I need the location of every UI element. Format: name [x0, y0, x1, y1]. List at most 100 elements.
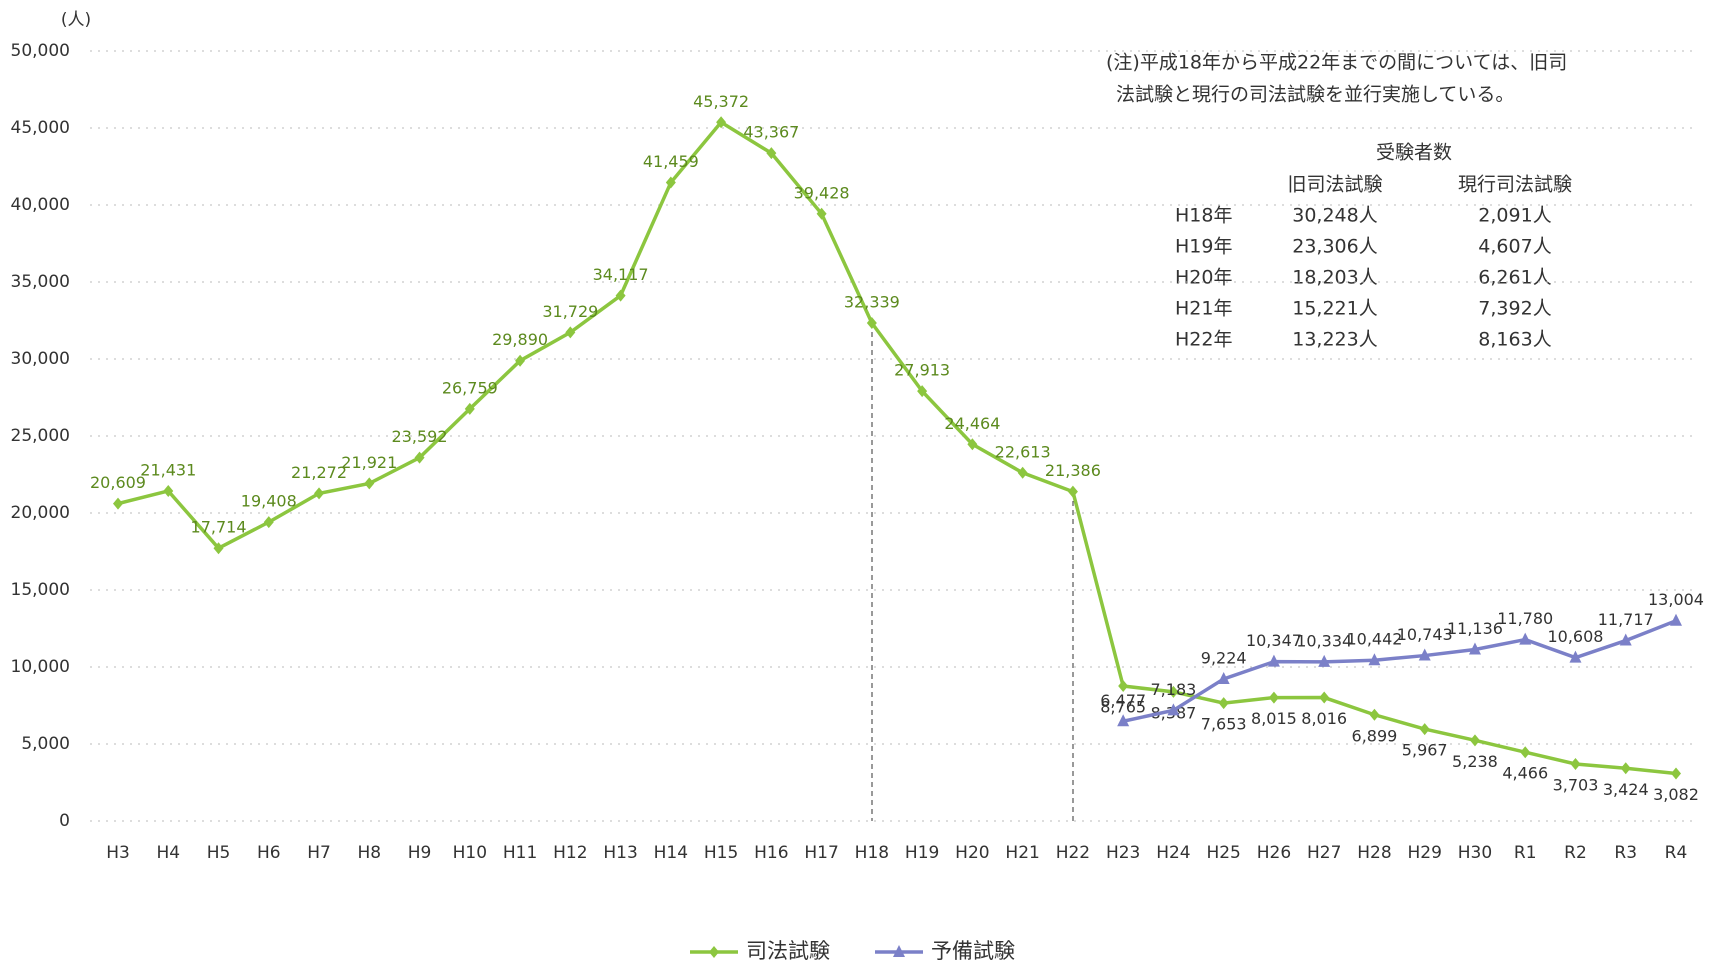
point [1267, 654, 1280, 667]
table-cell: H19年 [1175, 236, 1232, 258]
series-line [1122, 619, 1677, 723]
data-label: 8,016 [1301, 709, 1347, 728]
point [1569, 650, 1582, 663]
x-tick-label: H4 [156, 843, 180, 863]
table-cell: H21年 [1175, 298, 1232, 320]
x-tick-label: H26 [1257, 843, 1291, 863]
table-cell: 15,221人 [1292, 298, 1377, 320]
point [1671, 767, 1681, 780]
point [1520, 746, 1531, 759]
point [1118, 680, 1129, 693]
x-tick-label: H6 [257, 843, 281, 863]
data-label: 8,015 [1251, 709, 1297, 728]
x-tick-label: H16 [754, 843, 788, 863]
table-cell: H20年 [1175, 267, 1232, 289]
data-label: 27,913 [894, 361, 950, 380]
data-label: 5,238 [1452, 752, 1498, 771]
point [816, 207, 827, 220]
x-tick-label: H14 [654, 843, 688, 863]
y-tick-label: 50,000 [11, 41, 70, 61]
y-tick-label: 15,000 [11, 580, 70, 600]
x-tick-label: H22 [1056, 843, 1090, 863]
table-header: 旧司法試験 [1287, 174, 1382, 196]
data-label: 10,743 [1397, 625, 1453, 644]
point [893, 945, 905, 957]
point [1368, 653, 1381, 666]
note-line: 法試験と現行の司法試験を並行実施している。 [1116, 84, 1514, 106]
data-label: 21,272 [291, 463, 347, 482]
point [1469, 734, 1480, 747]
point [716, 116, 727, 129]
data-label: 8,765 [1100, 698, 1146, 717]
x-tick-label: R4 [1665, 843, 1688, 863]
table-cell: 18,203人 [1292, 267, 1377, 289]
y-tick-label: 25,000 [11, 426, 70, 446]
data-label: 23,592 [392, 427, 448, 446]
data-label: 9,224 [1201, 648, 1247, 667]
x-tick-label: H12 [553, 843, 587, 863]
table-cell: H22年 [1175, 329, 1232, 351]
table-cell: 7,392人 [1478, 298, 1551, 320]
table-cell: 30,248人 [1292, 205, 1377, 227]
point [263, 516, 274, 529]
data-label: 26,759 [442, 378, 498, 397]
data-label: 34,117 [593, 265, 649, 284]
point [1168, 685, 1179, 698]
data-label: 21,921 [341, 453, 397, 472]
data-label: 10,442 [1346, 630, 1402, 649]
data-label: 21,386 [1045, 461, 1101, 480]
point [1419, 723, 1430, 736]
table-cell: H18年 [1175, 205, 1232, 227]
x-tick-label: H7 [307, 843, 331, 863]
data-label: 45,372 [693, 92, 749, 111]
point [1117, 714, 1130, 727]
point [1570, 757, 1581, 770]
point [1369, 708, 1380, 721]
x-tick-label: R3 [1614, 843, 1637, 863]
data-label: 4,466 [1502, 764, 1548, 783]
legend-label: 司法試験 [746, 939, 830, 963]
x-tick-label: H28 [1357, 843, 1391, 863]
point [866, 316, 877, 329]
x-tick-label: H11 [503, 843, 537, 863]
point [163, 484, 174, 497]
x-tick-label: H9 [408, 843, 432, 863]
point [1319, 691, 1330, 704]
x-tick-label: R2 [1564, 843, 1587, 863]
point [1468, 642, 1481, 655]
data-label: 19,408 [241, 492, 297, 511]
x-tick-label: H10 [453, 843, 487, 863]
table-cell: 2,091人 [1478, 205, 1551, 227]
data-label: 21,431 [140, 460, 196, 479]
table-cell: 4,607人 [1478, 236, 1551, 258]
data-label: 7,183 [1151, 680, 1197, 699]
table-cell: 8,163人 [1478, 329, 1551, 351]
x-tick-label: H17 [804, 843, 838, 863]
point [1670, 613, 1682, 626]
y-tick-label: 30,000 [11, 349, 70, 369]
data-label: 20,609 [90, 473, 146, 492]
point [1217, 671, 1230, 684]
x-tick-label: H20 [955, 843, 989, 863]
legend-label: 予備試験 [931, 939, 1015, 963]
x-tick-label: H13 [603, 843, 637, 863]
note-line: (注)平成18年から平成22年までの間については、旧司 [1106, 52, 1567, 74]
data-label: 31,729 [542, 302, 598, 321]
table-cell: 13,223人 [1292, 329, 1377, 351]
point [1218, 697, 1229, 710]
data-label: 13,004 [1648, 590, 1704, 609]
table-cell: 6,261人 [1478, 267, 1551, 289]
point [1067, 485, 1078, 498]
data-label: 5,967 [1402, 741, 1448, 760]
data-label: 22,613 [995, 442, 1051, 461]
point [1017, 466, 1028, 479]
point [665, 176, 676, 189]
y-tick-label: 0 [59, 811, 70, 831]
x-tick-label: H8 [357, 843, 381, 863]
point [1519, 632, 1532, 645]
point [615, 289, 626, 302]
data-label: 43,367 [743, 123, 799, 142]
x-tick-label: H27 [1307, 843, 1341, 863]
